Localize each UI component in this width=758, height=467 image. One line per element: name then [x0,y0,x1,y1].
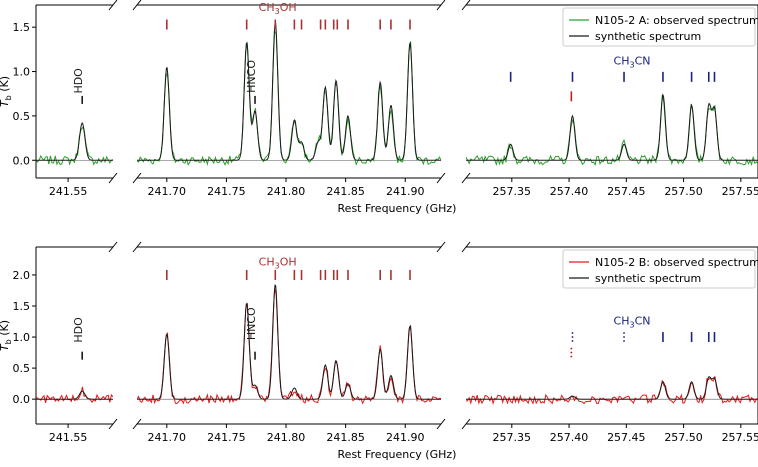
species-label-hnco: HNCO [245,60,258,93]
species-label-ch3oh: CH3OH [259,1,297,16]
line-marker [623,336,625,338]
axis-break-mark [108,172,118,184]
line-marker [570,355,573,358]
axis-break-mark [132,0,142,11]
species-label-hdo: HDO [72,317,85,343]
axis-break-mark [461,0,471,11]
line-marker [570,347,573,350]
species-label-ch3cn: CH3CN [614,315,651,330]
legend-box [562,7,756,47]
y-tick-label: 1.0 [13,331,31,344]
panel-top: 241.55 HDO 241.70 241.75 241.80 241.85 241.90 C… [0,0,758,215]
legend-entry: N105-2 B: observed spectrum [595,256,758,269]
axis-break-mark [108,241,118,253]
segment-1: 241.70 241.75 241.80 241.85 241.90 CH3OH HNCO [132,241,446,444]
axis-break-mark [132,241,142,253]
x-tick-label: 241.75 [207,431,246,444]
synthetic-spectrum-line [466,93,758,161]
x-tick-label: 257.50 [664,185,703,198]
line-marker [623,340,625,342]
x-tick-label: 257.50 [664,431,703,444]
y-axis-label: Tb (K) [0,76,13,107]
axis-break-mark [436,172,446,184]
legend-entry: N105-2 A: observed spectrum [595,14,758,27]
observed-spectrum-line [137,288,441,405]
axis-break-mark [132,418,142,430]
y-tick-label: 2.0 [13,269,31,282]
y-axis-label: Tb (K) [0,320,13,351]
x-tick-label: 241.80 [267,431,306,444]
x-tick-label: 241.75 [207,185,246,198]
segment-0: 241.55 HDO [35,0,118,198]
x-tick-label: 257.55 [722,431,758,444]
y-tick-label: 1.5 [13,300,31,313]
axis-break-mark [436,241,446,253]
x-tick-label: 241.90 [386,185,425,198]
observed-spectrum-line [36,386,113,404]
species-label-ch3oh: CH3OH [259,256,297,271]
axis-break-mark [461,172,471,184]
legend-entry: synthetic spectrum [595,272,701,285]
observed-spectrum-line [466,94,758,167]
segment-1: 241.70 241.75 241.80 241.85 241.90 CH3OH HNCO [132,0,446,198]
x-tick-label: 241.80 [267,185,306,198]
legend-box [562,249,756,289]
synthetic-spectrum-line [36,122,113,161]
line-marker [571,332,574,334]
x-tick-label: 257.55 [722,185,758,198]
legend-entry: synthetic spectrum [595,30,701,43]
observed-spectrum-line [36,126,113,166]
axis-break-mark [436,418,446,430]
synthetic-spectrum-line [137,21,441,161]
synthetic-spectrum-line [466,376,758,400]
axis-break-mark [436,0,446,11]
x-tick-label: 241.70 [148,185,187,198]
line-marker [570,351,573,354]
species-label-ch3cn: CH3CN [614,54,651,69]
axis-break-mark [108,0,118,11]
synthetic-spectrum-line [137,284,441,400]
line-marker [571,340,574,342]
panel-bottom: 241.55 HDO 241.70 241.75 241.80 241.85 241.90 C… [0,241,758,461]
y-tick-label: 0.5 [13,362,31,375]
y-tick-label: 0.5 [13,110,31,123]
x-tick-label: 241.85 [326,185,365,198]
x-tick-label: 257.45 [607,431,646,444]
x-tick-label: 241.55 [49,185,88,198]
x-tick-label: 257.40 [550,185,589,198]
axis-break-mark [108,418,118,430]
x-tick-label: 257.35 [493,431,532,444]
species-label-hnco: HNCO [245,307,258,340]
synthetic-spectrum-line [36,390,113,400]
x-axis-label: Rest Frequency (GHz) [338,202,457,215]
x-tick-label: 241.55 [49,431,88,444]
x-tick-label: 257.35 [493,185,532,198]
species-label-hdo: HDO [72,68,85,94]
axis-break-mark [461,241,471,253]
segment-2: 257.35 257.40 257.45 257.50 257.55 CH3CN [461,241,758,444]
y-tick-label: 1.0 [13,66,31,79]
line-marker [623,332,625,334]
segment-0: 241.55 HDO [35,241,118,444]
legend: N105-2 A: observed spectrum synthetic spe… [562,7,758,47]
line-marker [571,336,574,338]
x-tick-label: 257.45 [607,185,646,198]
x-tick-label: 257.40 [550,431,589,444]
axis-break-mark [132,172,142,184]
segment-2: 257.35 257.40 257.45 257.50 257.55 CH3CN [461,0,758,198]
axis-break-mark [461,418,471,430]
y-tick-label: 0.0 [13,393,31,406]
y-tick-label: 1.5 [13,21,31,34]
legend: N105-2 B: observed spectrum synthetic spe… [562,249,758,289]
x-tick-label: 241.70 [148,431,187,444]
x-tick-label: 241.90 [386,431,425,444]
y-tick-label: 0.0 [13,154,31,167]
x-axis-label: Rest Frequency (GHz) [338,448,457,461]
x-tick-label: 241.85 [326,431,365,444]
